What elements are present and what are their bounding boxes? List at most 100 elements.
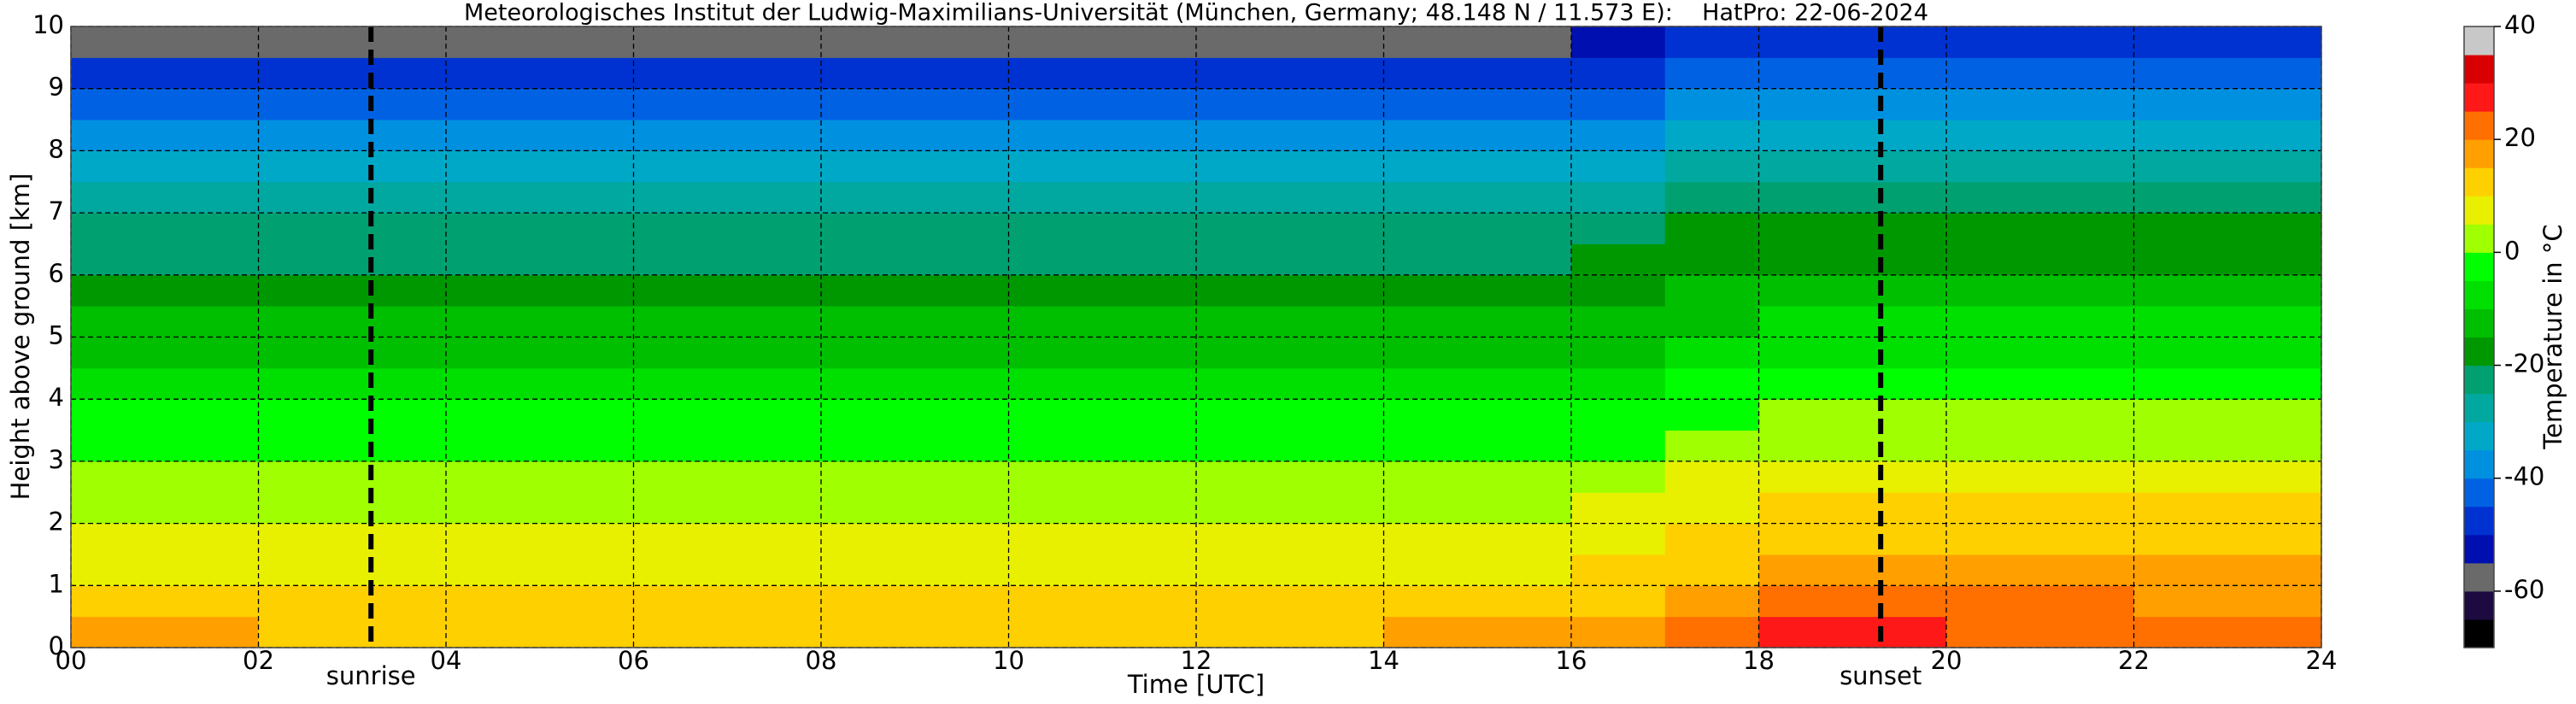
y-tick-label: 2: [49, 507, 64, 537]
heatmap-cell: [1008, 337, 1197, 369]
colorbar-tick-label: -20: [2504, 349, 2544, 378]
heatmap-cell: [1946, 57, 2134, 90]
x-tick-label: 06: [618, 646, 649, 675]
heatmap-cell: [71, 616, 259, 648]
heatmap-cell: [1383, 150, 1572, 183]
heatmap-cell: [633, 306, 822, 337]
heatmap-cell: [1008, 150, 1197, 183]
heatmap-cell: [1383, 337, 1572, 369]
heatmap-cell: [71, 213, 259, 244]
heatmap-cell: [1571, 181, 1666, 214]
heatmap-cell: [1946, 213, 2134, 244]
heatmap-cell: [1196, 120, 1384, 151]
heatmap-cell: [1383, 26, 1572, 58]
heatmap-cell: [1664, 181, 1759, 214]
heatmap-cell: [1664, 461, 1759, 493]
heatmap-cell: [446, 523, 634, 555]
heatmap-cell: [1196, 306, 1384, 337]
heatmap-cell: [633, 399, 822, 431]
x-tick-label: 14: [1368, 646, 1399, 675]
heatmap-cell: [1008, 367, 1197, 400]
heatmap-cell: [1946, 523, 2134, 555]
event-label: sunset: [1840, 661, 1922, 690]
heatmap-cell: [821, 88, 1009, 120]
heatmap-cell: [1571, 585, 1666, 618]
heatmap-cell: [2133, 181, 2322, 214]
heatmap-cell: [1758, 26, 1947, 58]
colorbar-swatch: [2464, 590, 2494, 620]
heatmap-cell: [633, 554, 822, 586]
heatmap-cell: [1946, 150, 2134, 183]
heatmap-cell: [1571, 150, 1666, 183]
heatmap-cell: [2133, 430, 2322, 462]
heatmap-cell: [1008, 57, 1197, 90]
heatmap-cell: [633, 150, 822, 183]
heatmap-cell: [1383, 181, 1572, 214]
heatmap-cell: [446, 554, 634, 586]
heatmap-cell: [1571, 274, 1666, 307]
heatmap-cell: [71, 367, 259, 400]
heatmap-cell: [1571, 492, 1666, 525]
heatmap-cell: [1383, 243, 1572, 276]
heatmap-cell: [1758, 150, 1947, 183]
heatmap-cell: [1664, 26, 1759, 58]
heatmap-cell: [1383, 306, 1572, 337]
heatmap-cell: [258, 26, 447, 58]
x-tick-label: 00: [56, 646, 87, 675]
heatmap-cell: [1758, 88, 1947, 120]
heatmap-cell: [446, 430, 634, 462]
heatmap-cell: [1008, 461, 1197, 493]
colorbar-swatch: [2464, 196, 2494, 225]
colorbar-swatch: [2464, 224, 2494, 253]
heatmap-cell: [446, 616, 634, 648]
heatmap-cell: [71, 523, 259, 555]
heatmap-cell: [633, 430, 822, 462]
colorbar-swatch: [2464, 619, 2494, 648]
colorbar-swatch: [2464, 562, 2494, 592]
heatmap-cell: [1008, 274, 1197, 307]
colorbar-tick-label: 0: [2504, 236, 2520, 265]
x-tick-label: 10: [993, 646, 1024, 675]
colorbar-tick-label: 40: [2504, 10, 2536, 39]
heatmap-cell: [633, 213, 822, 244]
heatmap-cell: [1758, 399, 1947, 431]
heatmap-cell: [2133, 461, 2322, 493]
heatmap-cell: [1008, 213, 1197, 244]
colorbar-swatch: [2464, 534, 2494, 564]
colorbar-tick-label: -40: [2504, 462, 2544, 491]
heatmap-cell: [1758, 554, 1947, 586]
heatmap-cell: [71, 150, 259, 183]
heatmap-cell: [1196, 274, 1384, 307]
heatmap-cell: [446, 399, 634, 431]
heatmap-cell: [821, 399, 1009, 431]
heatmap-cell: [71, 430, 259, 462]
heatmap-cell: [446, 120, 634, 151]
heatmap-cell: [1196, 213, 1384, 244]
heatmap-cell: [258, 306, 447, 337]
heatmap-cell: [1758, 461, 1947, 493]
heatmap-cell: [1383, 554, 1572, 586]
heatmap-cell: [1383, 88, 1572, 120]
heatmap-cell: [1383, 399, 1572, 431]
colorbar-swatch: [2464, 83, 2494, 112]
heatmap-cell: [821, 492, 1009, 525]
heatmap-cell: [1196, 337, 1384, 369]
heatmap-cell: [821, 274, 1009, 307]
heatmap-cell: [821, 554, 1009, 586]
heatmap-cell: [1946, 306, 2134, 337]
heatmap-cell: [821, 585, 1009, 618]
heatmap-cell: [71, 26, 259, 58]
heatmap-cell: [1571, 26, 1666, 58]
heatmap-cell: [1008, 399, 1197, 431]
heatmap-cell: [258, 213, 447, 244]
colorbar-swatch: [2464, 139, 2494, 168]
heatmap-cell: [1946, 616, 2134, 648]
heatmap-cell: [1946, 120, 2134, 151]
heatmap-cell: [1758, 492, 1947, 525]
heatmap-cell: [1383, 492, 1572, 525]
heatmap-cell: [633, 367, 822, 400]
heatmap-cell: [446, 150, 634, 183]
heatmap-cell: [1664, 57, 1759, 90]
heatmap-cell: [2133, 306, 2322, 337]
